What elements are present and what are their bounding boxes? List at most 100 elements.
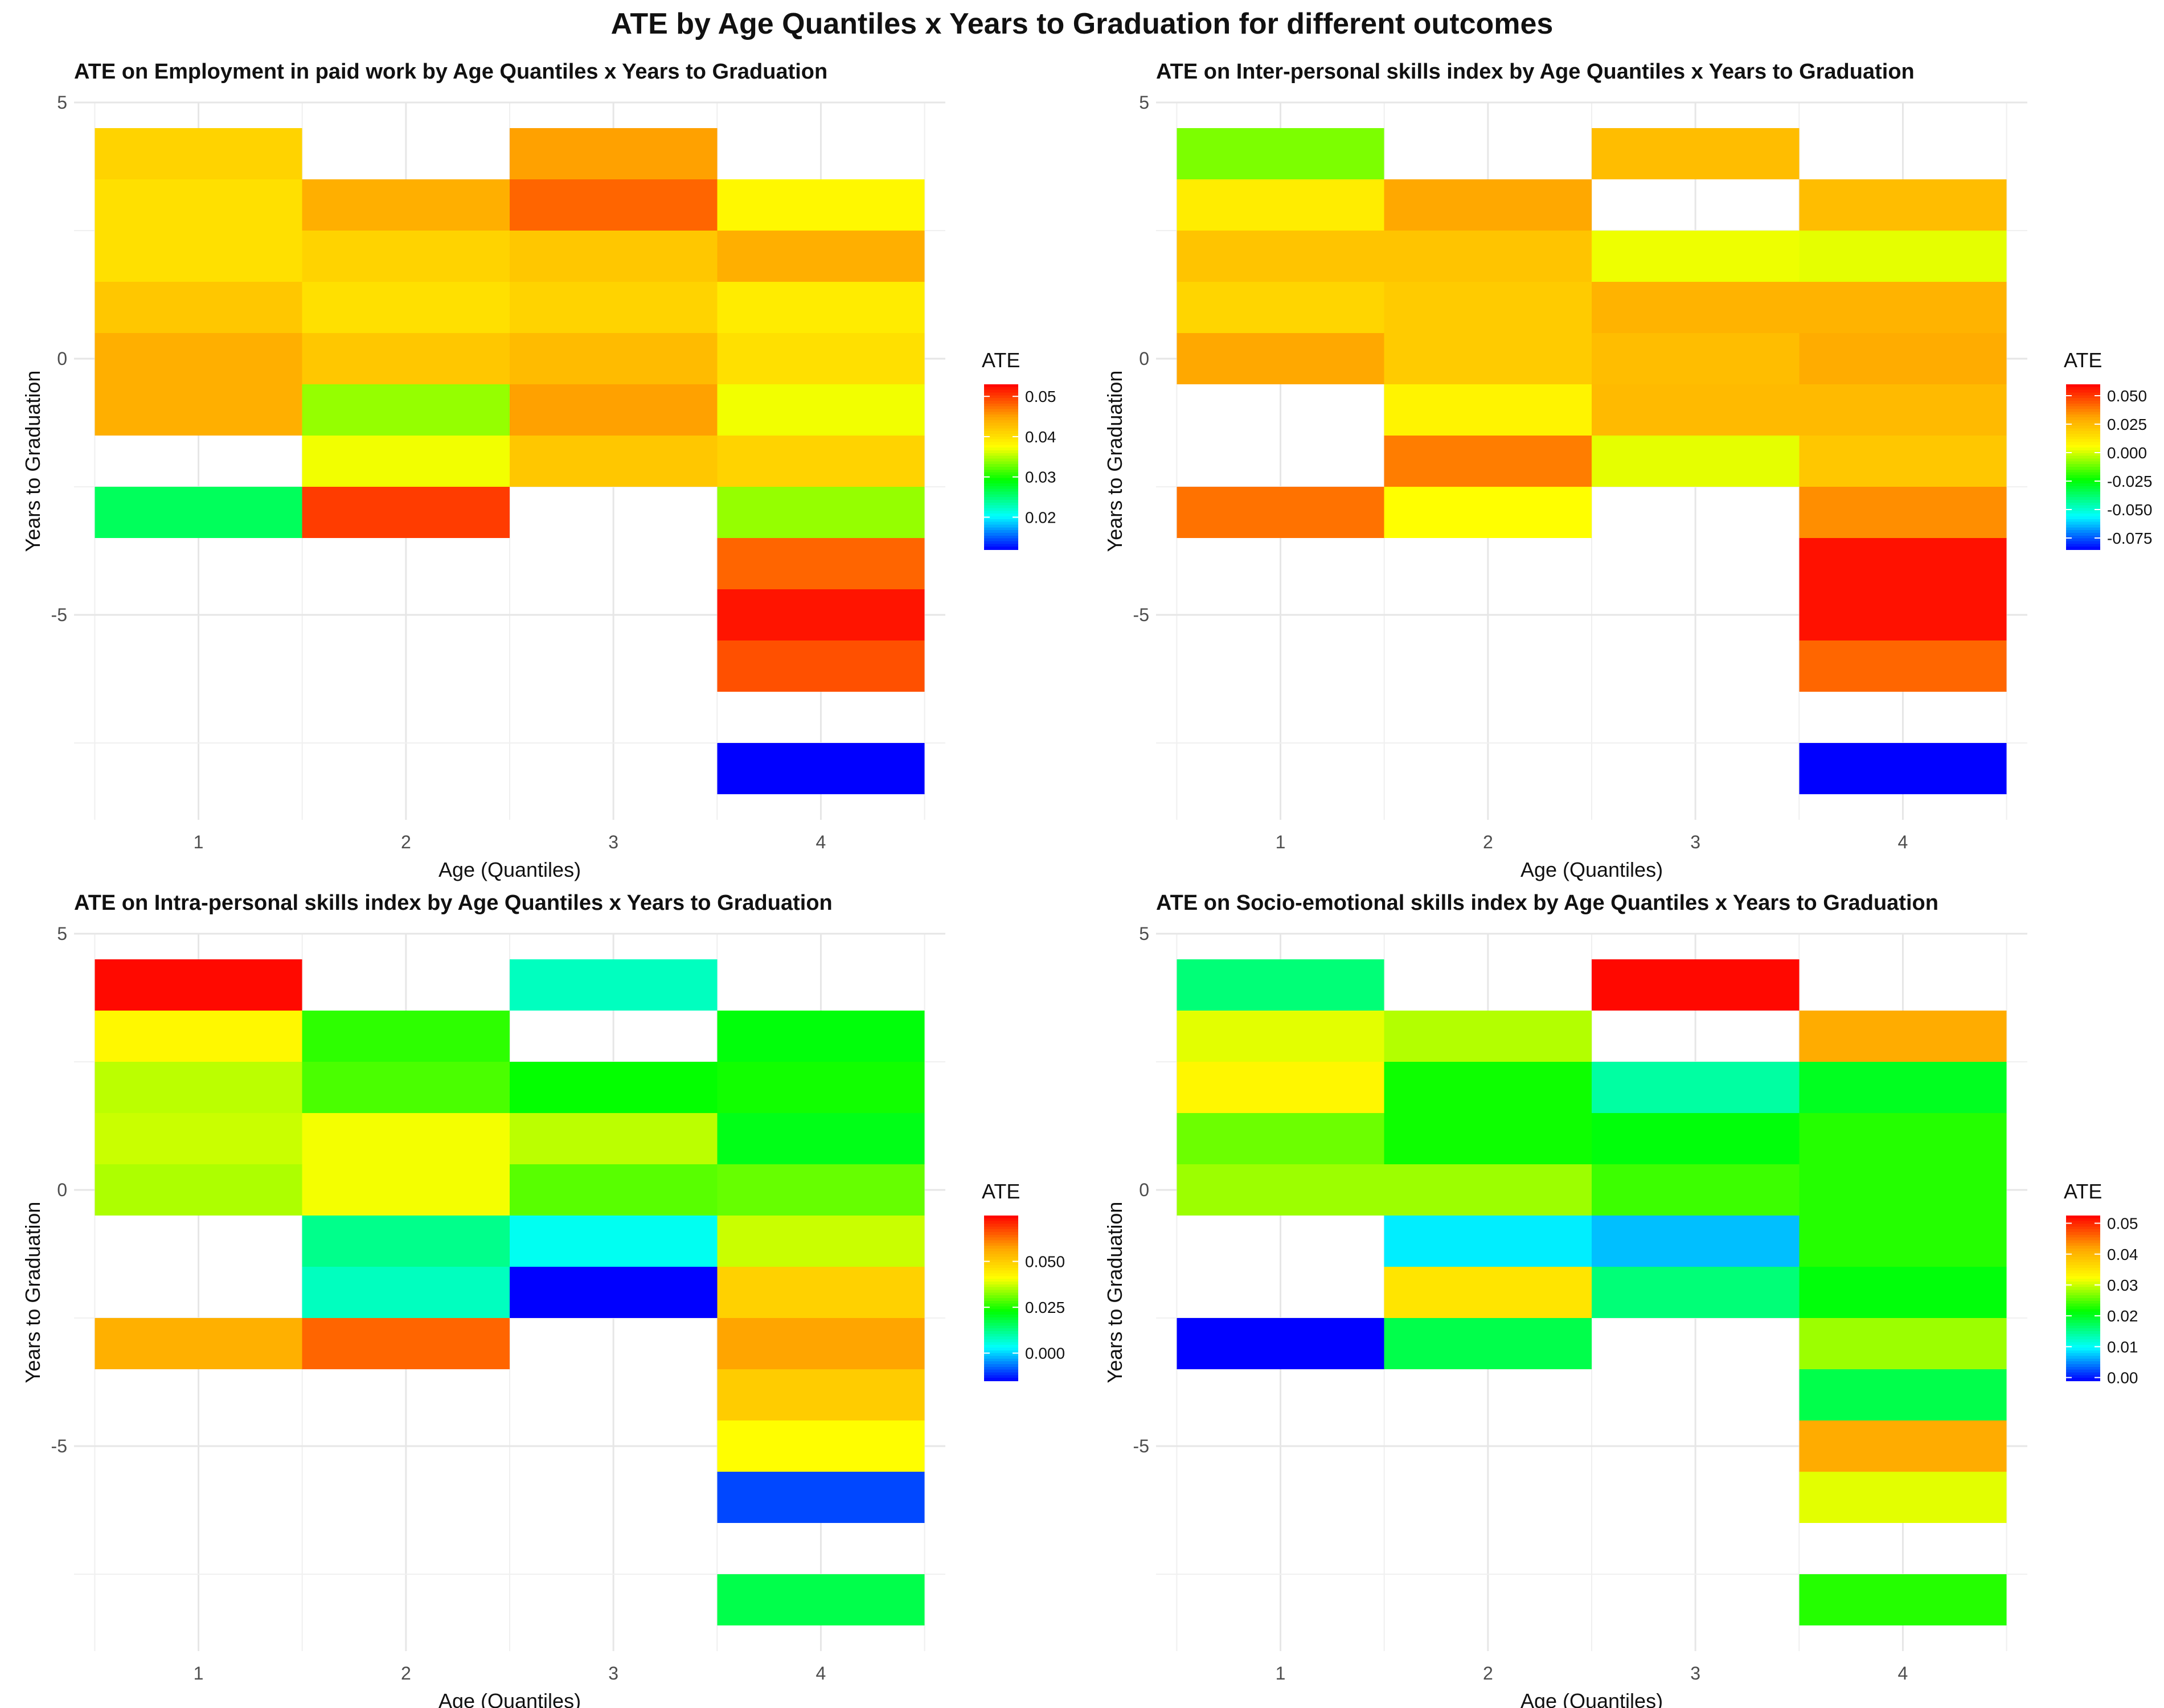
heatmap-cell	[95, 179, 302, 231]
heatmap-cell	[95, 384, 302, 436]
heatmap-cell	[1799, 1574, 2007, 1625]
legend-color-slice	[2066, 544, 2100, 547]
heatmap-cell	[1177, 1113, 1384, 1164]
heatmap-cells	[95, 128, 925, 794]
legend-color-slice	[2066, 1325, 2100, 1329]
legend-color-slice	[2066, 1345, 2100, 1348]
legend-color-slice	[2066, 1226, 2100, 1230]
heatmap-cell	[1384, 1164, 1592, 1216]
heatmap-cell	[1384, 1318, 1592, 1369]
legend-color-slice	[984, 447, 1018, 451]
x-tick-label: 4	[816, 1663, 826, 1684]
legend-color-slice	[2066, 1348, 2100, 1351]
legend-color-slice	[2066, 511, 2100, 514]
legend-color-slice	[984, 494, 1018, 498]
heatmap-cell	[717, 282, 925, 333]
heatmap-cell	[1799, 1113, 2007, 1164]
heatmap-cell	[717, 1318, 925, 1369]
x-tick-label: 4	[1898, 832, 1908, 852]
legend-color-slice	[2066, 502, 2100, 506]
legend-color-slice	[984, 1315, 1018, 1318]
legend-color-slice	[2066, 428, 2100, 432]
heatmap-cell	[510, 128, 718, 179]
legend-color-slice	[2066, 494, 2100, 498]
legend-color-slice	[984, 1267, 1018, 1271]
heatmap-cell	[1799, 436, 2007, 487]
heatmap-cell	[1177, 1062, 1384, 1113]
heatmap-cell	[717, 384, 925, 436]
legend-color-slice	[2066, 1353, 2100, 1357]
panel-title: ATE on Employment in paid work by Age Qu…	[74, 60, 827, 84]
heatmap-cell	[302, 384, 510, 436]
color-legend: ATE 0.050 0.025 0.000 -0.025 -0.050 -0.075	[2064, 348, 2152, 550]
legend-color-slice	[2066, 1221, 2100, 1225]
legend-color-slice	[2066, 497, 2100, 500]
heatmap-cell	[1799, 1318, 2007, 1369]
x-axis-label: Age (Quantiles)	[438, 858, 581, 881]
legend-color-slice	[984, 1270, 1018, 1274]
heatmap-cell	[1384, 231, 1592, 282]
legend-color-slice	[984, 505, 1018, 509]
legend-color-slice	[2066, 389, 2100, 393]
legend-color-slice	[2066, 472, 2100, 476]
heatmap-cell	[717, 640, 925, 692]
legend-color-slice	[2066, 1306, 2100, 1310]
legend-color-slice	[2066, 1369, 2100, 1373]
legend-color-slice	[2066, 508, 2100, 512]
legend-color-slice	[984, 1356, 1018, 1360]
legend-color-slice	[984, 412, 1018, 415]
legend-color-slice	[984, 1243, 1018, 1246]
y-tick-label: 5	[57, 92, 67, 113]
legend-color-slice	[984, 481, 1018, 484]
legend-color-slice	[2066, 431, 2100, 434]
legend-color-slice	[2066, 1350, 2100, 1354]
legend-color-slice	[2066, 519, 2100, 523]
legend-color-slice	[984, 535, 1018, 539]
legend-color-slice	[984, 1265, 1018, 1268]
heatmap-cell	[1799, 231, 2007, 282]
legend-color-slice	[984, 450, 1018, 454]
legend-color-slice	[2066, 455, 2100, 459]
heatmap-cell	[717, 1472, 925, 1523]
heatmap-cell	[1799, 538, 2007, 589]
heatmap-cells	[95, 959, 925, 1625]
y-tick-label: 5	[57, 923, 67, 944]
heatmap-cell	[1177, 1011, 1384, 1062]
legend-color-slice	[984, 458, 1018, 462]
chart-panel-3: ATE on Intra-personal skills index by Ag…	[21, 891, 1065, 1708]
heatmap-cell	[95, 1062, 302, 1113]
heatmap-cell	[717, 1420, 925, 1472]
heatmap-cell	[302, 282, 510, 333]
legend-color-slice	[984, 1290, 1018, 1294]
y-tick-label: -5	[51, 605, 67, 625]
legend-color-slice	[2066, 1243, 2100, 1246]
heatmap-cell	[1799, 1420, 2007, 1472]
heatmap-cell	[1592, 1113, 1800, 1164]
legend-color-slice	[984, 403, 1018, 407]
color-legend: ATE 0.02 0.03 0.04 0.05	[982, 348, 1056, 550]
heatmap-cell	[1384, 384, 1592, 436]
heatmap-cell	[717, 743, 925, 794]
heatmap-cell	[1592, 282, 1800, 333]
legend-color-slice	[984, 409, 1018, 413]
legend-color-slice	[2066, 1259, 2100, 1263]
legend-color-slice	[984, 1342, 1018, 1345]
legend-color-slice	[984, 1364, 1018, 1368]
heatmap-cell	[302, 436, 510, 487]
legend-color-slice	[984, 1350, 1018, 1354]
legend-tick-label: 0.000	[1025, 1345, 1065, 1362]
y-tick-label: -5	[1133, 1436, 1149, 1456]
legend-color-slice	[984, 1254, 1018, 1258]
legend-color-slice	[2066, 447, 2100, 451]
x-tick-label: 1	[1276, 1663, 1286, 1684]
heatmap-cell	[1799, 1216, 2007, 1267]
heatmap-cell	[1384, 333, 1592, 384]
legend-tick-label: 0.04	[2107, 1246, 2138, 1263]
legend-color-slice	[984, 527, 1018, 531]
legend-tick-label: -0.025	[2107, 473, 2152, 490]
legend-color-slice	[984, 1378, 1018, 1381]
legend-color-slice	[2066, 516, 2100, 520]
legend-color-slice	[2066, 1309, 2100, 1312]
legend-color-slice	[2066, 1251, 2100, 1255]
legend-color-slice	[2066, 1378, 2100, 1381]
